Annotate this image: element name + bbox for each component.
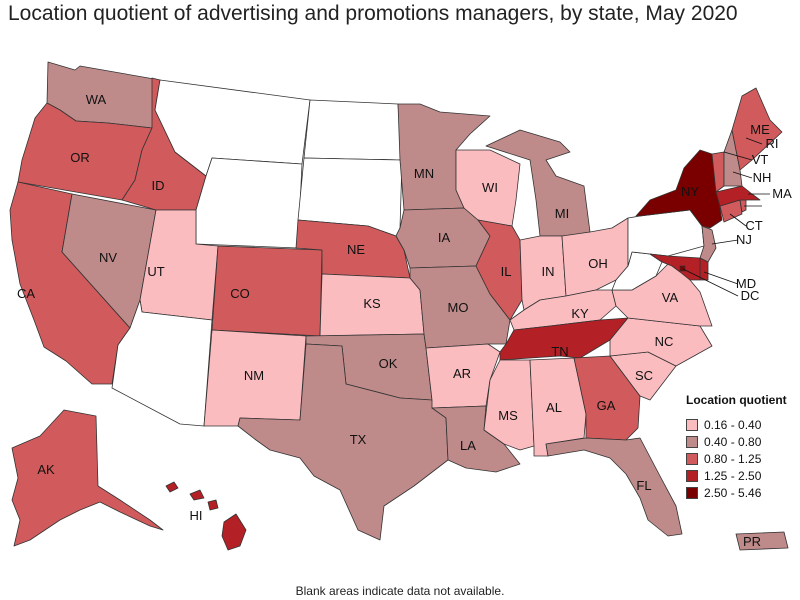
svg-text:PR: PR: [743, 534, 761, 549]
legend-swatch: [686, 419, 698, 431]
svg-text:AL: AL: [546, 400, 562, 415]
svg-text:WA: WA: [86, 92, 107, 107]
svg-text:OR: OR: [70, 150, 90, 165]
legend-title: Location quotient: [686, 393, 787, 407]
svg-text:KS: KS: [363, 296, 381, 311]
label-leader-lines: [682, 137, 770, 297]
svg-text:RI: RI: [766, 136, 779, 151]
svg-text:NM: NM: [244, 368, 264, 383]
legend-label: 0.16 - 0.40: [704, 418, 762, 432]
svg-text:LA: LA: [460, 438, 476, 453]
territory-PR[interactable]: [735, 531, 789, 551]
svg-text:GA: GA: [597, 398, 616, 413]
svg-text:IL: IL: [501, 264, 512, 279]
svg-text:IA: IA: [438, 230, 451, 245]
svg-text:NV: NV: [99, 250, 117, 265]
legend-swatch: [686, 453, 698, 465]
legend-label: 0.40 - 0.80: [704, 435, 762, 449]
svg-text:NJ: NJ: [736, 232, 752, 247]
svg-text:MI: MI: [555, 206, 569, 221]
svg-text:CT: CT: [745, 218, 762, 233]
legend-item: 0.40 - 0.80: [686, 434, 787, 450]
svg-text:KY: KY: [571, 306, 589, 321]
svg-text:CO: CO: [230, 286, 250, 301]
svg-text:OK: OK: [379, 356, 398, 371]
svg-text:MA: MA: [772, 186, 792, 201]
svg-text:FL: FL: [636, 478, 651, 493]
state-AZ[interactable]: [111, 299, 213, 427]
legend-swatch: [686, 470, 698, 482]
state-labels: WA OR CA NV ID UT CO NM NE KS OK TX MN I…: [17, 92, 792, 549]
legend-label: 0.80 - 1.25: [704, 452, 762, 466]
footer-note: Blank areas indicate data not available.: [295, 584, 505, 598]
svg-text:VA: VA: [662, 290, 679, 305]
state-DC[interactable]: [679, 265, 686, 272]
state-AK[interactable]: [11, 409, 164, 547]
state-TX[interactable]: [237, 343, 449, 541]
svg-text:SC: SC: [635, 368, 653, 383]
svg-text:DC: DC: [741, 288, 760, 303]
svg-text:NY: NY: [681, 184, 699, 199]
svg-text:ME: ME: [750, 122, 770, 137]
svg-text:MS: MS: [498, 408, 518, 423]
svg-text:IN: IN: [542, 264, 555, 279]
state-ME[interactable]: [731, 87, 783, 171]
svg-text:HI: HI: [190, 508, 203, 523]
svg-text:AK: AK: [37, 462, 55, 477]
legend-label: 2.50 - 5.46: [704, 486, 762, 500]
legend-swatch: [686, 436, 698, 448]
state-HI[interactable]: [165, 481, 247, 551]
svg-text:VT: VT: [752, 152, 769, 167]
legend-item: 0.16 - 0.40: [686, 417, 787, 433]
svg-text:WI: WI: [482, 180, 498, 195]
svg-text:MD: MD: [736, 276, 756, 291]
svg-text:CA: CA: [17, 286, 35, 301]
state-MA[interactable]: [715, 185, 761, 207]
legend-swatch: [686, 487, 698, 499]
svg-text:NE: NE: [347, 242, 365, 257]
legend-item: 2.50 - 5.46: [686, 485, 787, 501]
svg-text:AR: AR: [453, 366, 471, 381]
legend-label: 1.25 - 2.50: [704, 469, 762, 483]
map-title: Location quotient of advertising and pro…: [8, 2, 738, 25]
state-NH[interactable]: [723, 129, 743, 187]
state-LA[interactable]: [431, 405, 521, 473]
state-CO[interactable]: [211, 245, 323, 337]
svg-text:NH: NH: [753, 170, 772, 185]
state-AR[interactable]: [425, 343, 501, 409]
svg-text:ID: ID: [152, 178, 165, 193]
svg-text:TN: TN: [551, 344, 568, 359]
svg-text:UT: UT: [147, 264, 164, 279]
state-MD[interactable]: [649, 253, 701, 281]
legend-item: 1.25 - 2.50: [686, 468, 787, 484]
state-NC[interactable]: [609, 317, 713, 367]
state-MI[interactable]: [485, 129, 591, 237]
svg-text:TX: TX: [350, 432, 367, 447]
svg-text:MN: MN: [414, 166, 434, 181]
legend-item: 0.80 - 1.25: [686, 451, 787, 467]
svg-text:OH: OH: [588, 256, 608, 271]
svg-text:NC: NC: [655, 334, 674, 349]
map-legend: Location quotient 0.16 - 0.40 0.40 - 0.8…: [686, 393, 787, 502]
svg-text:MO: MO: [448, 300, 469, 315]
state-WY[interactable]: [195, 157, 303, 249]
state-FL[interactable]: [545, 437, 683, 537]
state-DE[interactable]: [699, 257, 709, 281]
state-ND[interactable]: [303, 99, 403, 161]
